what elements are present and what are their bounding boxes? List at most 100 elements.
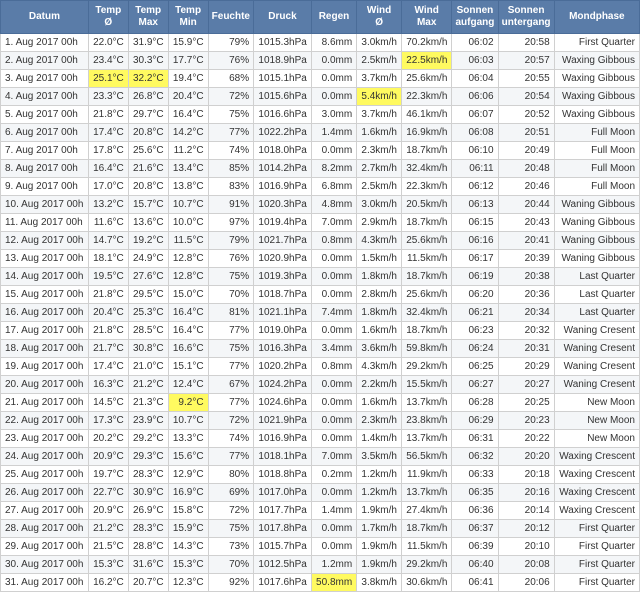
cell: 06:31: [452, 430, 498, 448]
col-header: WindØ: [357, 1, 402, 34]
cell: 1020.2hPa: [254, 358, 312, 376]
cell: 20.9°C: [88, 448, 128, 466]
cell: 20:10: [498, 538, 554, 556]
table-row: 30. Aug 2017 00h15.3°C31.6°C15.3°C70%101…: [1, 556, 640, 574]
cell: 11.9km/h: [401, 466, 451, 484]
cell: 13.7km/h: [401, 484, 451, 502]
cell: 1015.6hPa: [254, 88, 312, 106]
cell: 11.5°C: [168, 232, 208, 250]
cell: 83%: [208, 178, 254, 196]
cell: 10.0°C: [168, 214, 208, 232]
cell: 16.9°C: [168, 484, 208, 502]
cell: 11. Aug 2017 00h: [1, 214, 89, 232]
cell: 17.4°C: [88, 358, 128, 376]
cell: 20:49: [498, 142, 554, 160]
table-row: 19. Aug 2017 00h17.4°C21.0°C15.1°C77%102…: [1, 358, 640, 376]
cell: 7.0mm: [311, 214, 356, 232]
cell: 2.3km/h: [357, 142, 402, 160]
cell: 17.7°C: [168, 52, 208, 70]
table-row: 12. Aug 2017 00h14.7°C19.2°C11.5°C79%102…: [1, 232, 640, 250]
cell: 29.2°C: [128, 430, 168, 448]
col-header: Feuchte: [208, 1, 254, 34]
cell: 21.3°C: [128, 394, 168, 412]
cell: 16.2°C: [88, 574, 128, 592]
table-row: 5. Aug 2017 00h21.8°C29.7°C16.4°C75%1016…: [1, 106, 640, 124]
cell: 32.4km/h: [401, 160, 451, 178]
cell: 74%: [208, 430, 254, 448]
cell: 28.3°C: [128, 520, 168, 538]
cell: 1019.4hPa: [254, 214, 312, 232]
cell: 21.8°C: [88, 286, 128, 304]
cell: 18.7km/h: [401, 214, 451, 232]
cell: 2.3km/h: [357, 412, 402, 430]
cell: 19.5°C: [88, 268, 128, 286]
cell: 20:06: [498, 574, 554, 592]
col-header: Datum: [1, 1, 89, 34]
cell: 20:46: [498, 178, 554, 196]
cell: 3.5km/h: [357, 448, 402, 466]
cell: 1016.9hPa: [254, 430, 312, 448]
cell: 18.7km/h: [401, 520, 451, 538]
cell: 1024.2hPa: [254, 376, 312, 394]
cell: 1017.6hPa: [254, 574, 312, 592]
cell: 20:18: [498, 466, 554, 484]
cell: 73%: [208, 538, 254, 556]
cell: 1018.9hPa: [254, 52, 312, 70]
cell: First Quarter: [554, 556, 639, 574]
cell: 2.9km/h: [357, 214, 402, 232]
cell: 77%: [208, 394, 254, 412]
cell: 3. Aug 2017 00h: [1, 70, 89, 88]
cell: 1.8km/h: [357, 304, 402, 322]
cell: First Quarter: [554, 538, 639, 556]
cell: 8.6mm: [311, 34, 356, 52]
cell: 06:20: [452, 286, 498, 304]
table-row: 21. Aug 2017 00h14.5°C21.3°C9.2°C77%1024…: [1, 394, 640, 412]
table-row: 16. Aug 2017 00h20.4°C25.3°C16.4°C81%102…: [1, 304, 640, 322]
table-row: 28. Aug 2017 00h21.2°C28.3°C15.9°C75%101…: [1, 520, 640, 538]
cell: 56.5km/h: [401, 448, 451, 466]
table-row: 20. Aug 2017 00h16.3°C21.2°C12.4°C67%102…: [1, 376, 640, 394]
cell: 06:07: [452, 106, 498, 124]
cell: 1015.3hPa: [254, 34, 312, 52]
cell: 06:39: [452, 538, 498, 556]
cell: 06:16: [452, 232, 498, 250]
cell: 10.7°C: [168, 196, 208, 214]
cell: 5. Aug 2017 00h: [1, 106, 89, 124]
cell: 20:58: [498, 34, 554, 52]
cell: 1018.7hPa: [254, 286, 312, 304]
cell: 77%: [208, 124, 254, 142]
cell: Full Moon: [554, 142, 639, 160]
cell: 20:31: [498, 340, 554, 358]
cell: 19.2°C: [128, 232, 168, 250]
cell: 70%: [208, 286, 254, 304]
table-row: 23. Aug 2017 00h20.2°C29.2°C13.3°C74%101…: [1, 430, 640, 448]
table-row: 3. Aug 2017 00h25.1°C32.2°C19.4°C68%1015…: [1, 70, 640, 88]
cell: 30.6km/h: [401, 574, 451, 592]
cell: 91%: [208, 196, 254, 214]
table-row: 1. Aug 2017 00h22.0°C31.9°C15.9°C79%1015…: [1, 34, 640, 52]
cell: Full Moon: [554, 178, 639, 196]
cell: 1.2mm: [311, 556, 356, 574]
table-row: 18. Aug 2017 00h21.7°C30.8°C16.6°C75%101…: [1, 340, 640, 358]
cell: 23.4°C: [88, 52, 128, 70]
cell: 20. Aug 2017 00h: [1, 376, 89, 394]
cell: Full Moon: [554, 124, 639, 142]
cell: 20.9°C: [88, 502, 128, 520]
cell: 06:40: [452, 556, 498, 574]
cell: Waxing Crescent: [554, 448, 639, 466]
cell: 1.9km/h: [357, 556, 402, 574]
cell: 1.5km/h: [357, 250, 402, 268]
cell: 74%: [208, 142, 254, 160]
table-row: 7. Aug 2017 00h17.8°C25.6°C11.2°C74%1018…: [1, 142, 640, 160]
cell: 22.3km/h: [401, 88, 451, 106]
col-header: Regen: [311, 1, 356, 34]
cell: 06:23: [452, 322, 498, 340]
cell: 20:08: [498, 556, 554, 574]
cell: 0.0mm: [311, 88, 356, 106]
cell: 0.0mm: [311, 484, 356, 502]
cell: 20:22: [498, 430, 554, 448]
cell: 15.3°C: [168, 556, 208, 574]
table-row: 15. Aug 2017 00h21.8°C29.5°C15.0°C70%101…: [1, 286, 640, 304]
table-row: 11. Aug 2017 00h11.6°C13.6°C10.0°C97%101…: [1, 214, 640, 232]
cell: 16.4°C: [88, 160, 128, 178]
